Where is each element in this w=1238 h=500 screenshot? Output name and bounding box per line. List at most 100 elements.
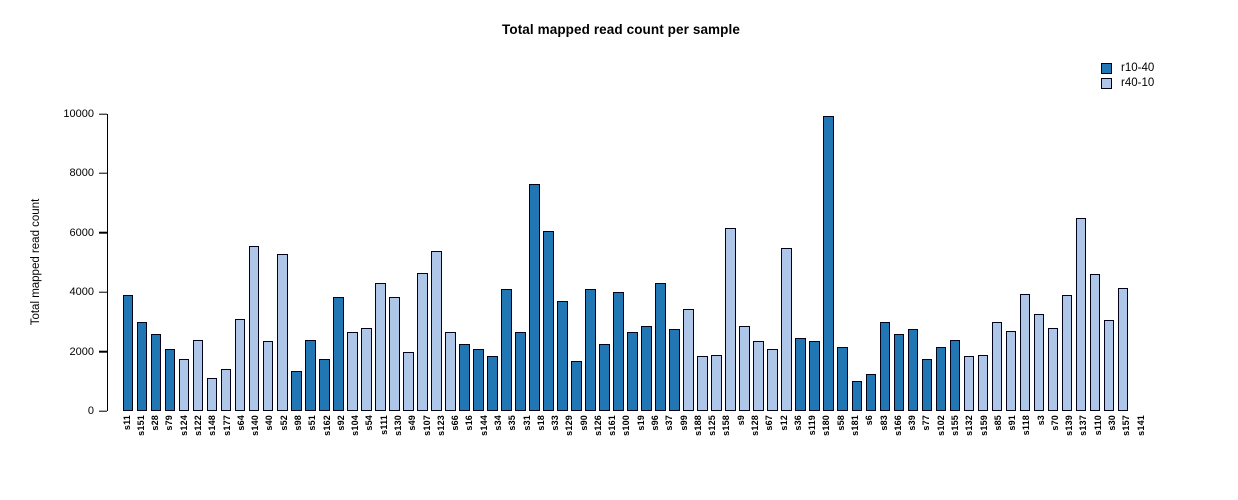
plot-area: 0 2000 4000 6000 8000 10000 bbox=[63, 108, 1136, 417]
x-label-slot: s85 bbox=[991, 415, 1005, 477]
x-tick-label: s122 bbox=[193, 415, 204, 436]
x-label-slot: s123 bbox=[434, 415, 448, 477]
x-tick-label: s49 bbox=[407, 415, 418, 431]
y-tick-label: 4000 bbox=[69, 286, 94, 299]
bar-slot bbox=[443, 114, 457, 411]
x-label-slot: s155 bbox=[948, 415, 962, 477]
x-label-slot: s6 bbox=[863, 415, 877, 477]
x-tick-label: s166 bbox=[892, 415, 903, 436]
x-label-slot: s125 bbox=[706, 415, 720, 477]
x-label-slot: s139 bbox=[1063, 415, 1077, 477]
x-label-slot: s34 bbox=[491, 415, 505, 477]
chart-title: Total mapped read count per sample bbox=[502, 22, 740, 37]
bar-s54 bbox=[360, 327, 372, 411]
x-label-slot: s122 bbox=[191, 415, 205, 477]
x-tick-label: s111 bbox=[378, 415, 389, 435]
bar-s137 bbox=[1061, 295, 1073, 411]
bar-s51 bbox=[304, 339, 316, 411]
bar-s107 bbox=[417, 272, 428, 411]
x-tick-label: s85 bbox=[992, 415, 1003, 431]
bar-slot bbox=[822, 114, 836, 411]
x-label-slot: s137 bbox=[1077, 415, 1091, 477]
bar-s18 bbox=[529, 183, 540, 411]
x-label-slot: s180 bbox=[820, 415, 834, 477]
bar-s90 bbox=[571, 360, 582, 411]
bar-s110 bbox=[1075, 217, 1087, 411]
bar-s162 bbox=[318, 359, 330, 411]
bar-s77 bbox=[907, 329, 919, 411]
x-tick-label: s100 bbox=[621, 415, 632, 436]
x-tick-label: s64 bbox=[235, 415, 246, 431]
y-tick-label: 10000 bbox=[63, 108, 94, 120]
x-label-slot: s148 bbox=[206, 415, 220, 477]
legend: r10-40 r40-10 bbox=[1101, 62, 1154, 89]
x-tick-label: s39 bbox=[907, 415, 918, 431]
bar-s141 bbox=[1117, 287, 1129, 411]
x-tick-label: s180 bbox=[821, 415, 832, 436]
x-label-slot: s99 bbox=[677, 415, 691, 477]
x-tick-label: s151 bbox=[135, 415, 146, 436]
bar-s123 bbox=[431, 250, 442, 411]
x-label-slot: s67 bbox=[763, 415, 777, 477]
x-label-slot: s33 bbox=[548, 415, 562, 477]
bar-s28 bbox=[150, 333, 162, 411]
x-tick-label: s28 bbox=[150, 415, 161, 431]
bar-s9 bbox=[725, 228, 736, 411]
x-tick-label: s18 bbox=[535, 415, 546, 431]
x-label-slot: s188 bbox=[691, 415, 705, 477]
bar-slot bbox=[555, 114, 569, 411]
bar-slot bbox=[850, 114, 864, 411]
x-tick-label: s128 bbox=[750, 415, 761, 436]
y-tick-mark bbox=[98, 172, 107, 175]
bar-s98 bbox=[290, 370, 302, 411]
y-tick-mark bbox=[98, 113, 107, 115]
legend-item-r40-10: r40-10 bbox=[1101, 77, 1154, 89]
bar-s11 bbox=[122, 295, 134, 411]
bar-slot bbox=[696, 114, 710, 411]
bar-slot bbox=[359, 114, 373, 411]
bar-slot bbox=[1032, 114, 1046, 411]
x-tick-label: s118 bbox=[1021, 415, 1032, 436]
bar-s144 bbox=[473, 348, 484, 411]
bar-slot bbox=[892, 114, 906, 411]
bar-s128 bbox=[739, 326, 751, 411]
x-tick-label: s104 bbox=[350, 415, 361, 436]
x-tick-label: s12 bbox=[778, 415, 789, 431]
x-label-slot: s151 bbox=[134, 415, 148, 477]
x-tick-label: s161 bbox=[607, 415, 618, 436]
bar-slot bbox=[219, 114, 233, 411]
bar-slot bbox=[990, 114, 1004, 411]
x-tick-label: s16 bbox=[464, 415, 475, 431]
bar-slot bbox=[668, 114, 682, 411]
bar-s96 bbox=[641, 326, 652, 411]
x-tick-label: s58 bbox=[835, 415, 846, 431]
x-tick-label: s177 bbox=[221, 415, 232, 436]
bar-s67 bbox=[753, 341, 765, 411]
bar-s39 bbox=[893, 333, 905, 411]
x-label-slot: s118 bbox=[1020, 415, 1034, 477]
x-tick-label: s92 bbox=[335, 415, 346, 431]
x-tick-label: s181 bbox=[849, 415, 860, 436]
x-label-slot: s35 bbox=[506, 415, 520, 477]
x-tick-label: s129 bbox=[564, 415, 575, 436]
x-label-slot: s110 bbox=[1091, 415, 1105, 477]
x-label-slot: s12 bbox=[777, 415, 791, 477]
bar-s79 bbox=[164, 348, 176, 411]
x-tick-label: s34 bbox=[492, 415, 503, 431]
x-tick-label: s52 bbox=[278, 415, 289, 431]
bar-slot bbox=[373, 114, 387, 411]
y-tick-mark bbox=[98, 410, 107, 412]
x-label-slot: s159 bbox=[977, 415, 991, 477]
bar-s58 bbox=[823, 115, 835, 411]
x-label-slot: s119 bbox=[806, 415, 820, 477]
x-label-slot: s36 bbox=[791, 415, 805, 477]
x-tick-label: s155 bbox=[949, 415, 960, 436]
x-tick-label: s102 bbox=[935, 415, 946, 436]
bar-slot bbox=[177, 114, 191, 411]
x-label-slot: s98 bbox=[291, 415, 305, 477]
bar-slot bbox=[808, 114, 822, 411]
bar-slot bbox=[780, 114, 794, 411]
bar-slot bbox=[1046, 114, 1060, 411]
bar-slot bbox=[752, 114, 766, 411]
bar-s139 bbox=[1047, 327, 1059, 411]
